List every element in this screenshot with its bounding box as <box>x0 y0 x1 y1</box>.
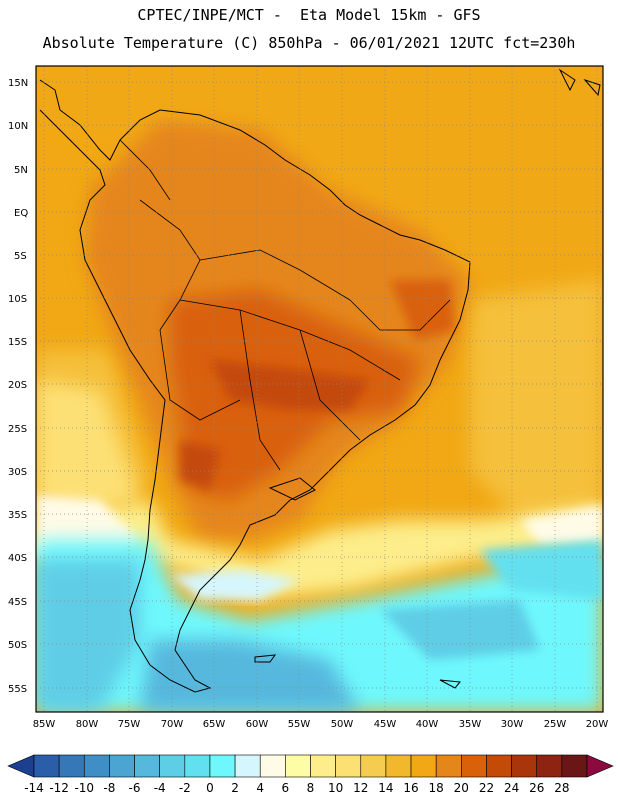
coastline <box>39 68 601 693</box>
legend-label: -10 <box>74 781 94 795</box>
lat-label: 40S <box>8 553 27 564</box>
legend-swatch <box>33 754 60 778</box>
legend-swatch <box>435 754 462 778</box>
legend-label: 4 <box>256 781 264 795</box>
grid <box>36 66 603 712</box>
legend-swatch <box>410 754 437 778</box>
legend-swatch <box>184 754 211 778</box>
lon-label: 70W <box>161 719 184 730</box>
legend-swatch <box>109 754 135 778</box>
legend-label: 14 <box>378 781 393 795</box>
legend-swatch <box>536 754 563 778</box>
lon-label: 85W <box>33 719 56 730</box>
legend-label: -8 <box>103 781 115 795</box>
legend-swatch <box>58 754 85 778</box>
lat-label: 20S <box>8 380 27 391</box>
lon-label: 45W <box>374 719 397 730</box>
lat-label: 15N <box>8 78 28 89</box>
legend-label: 10 <box>328 781 343 795</box>
lon-label: 50W <box>331 719 354 730</box>
longitude-labels: 85W 80W 75W 70W 65W 60W 55W 50W 45W 40W … <box>33 719 609 730</box>
legend-label: -4 <box>154 781 166 795</box>
legend-swatch <box>259 754 286 778</box>
legend-label: 20 <box>454 781 469 795</box>
legend-label: 12 <box>353 781 368 795</box>
lat-label: 5N <box>14 165 28 176</box>
legend-label: 6 <box>282 781 290 795</box>
legend-swatch <box>360 754 387 778</box>
legend-arrow-high <box>586 754 614 778</box>
lat-label: 25S <box>8 424 27 435</box>
latitude-labels: 15N 10N 5N EQ 5S 10S 15S 20S 25S 30S 35S… <box>8 78 28 695</box>
legend-swatch <box>486 754 512 778</box>
legend-swatch <box>310 754 336 778</box>
lon-label: 35W <box>459 719 482 730</box>
lon-label: 65W <box>203 719 226 730</box>
temperature-field <box>36 66 603 712</box>
lon-label: 20W <box>586 719 609 730</box>
lon-label: 75W <box>118 719 141 730</box>
legend-swatch <box>335 754 362 778</box>
lon-label: 40W <box>416 719 439 730</box>
legend-swatch <box>561 754 588 778</box>
lat-label: 45S <box>8 597 27 608</box>
lon-label: 25W <box>544 719 567 730</box>
lat-label: 10N <box>8 121 28 132</box>
lat-label: 30S <box>8 467 27 478</box>
legend-label: 26 <box>529 781 544 795</box>
title-line-2: Absolute Temperature (C) 850hPa - 06/01/… <box>42 34 576 52</box>
lat-label: EQ <box>14 208 28 219</box>
legend-label: -6 <box>129 781 141 795</box>
legend-swatch <box>461 754 487 778</box>
legend-label: -12 <box>49 781 69 795</box>
lon-label: 30W <box>501 719 524 730</box>
lon-label: 80W <box>76 719 99 730</box>
legend-label: 8 <box>307 781 315 795</box>
legend-label: 0 <box>206 781 214 795</box>
legend-swatch <box>134 754 160 778</box>
lon-label: 55W <box>288 719 311 730</box>
legend-label: 16 <box>403 781 418 795</box>
lat-label: 50S <box>8 640 27 651</box>
legend-label: 22 <box>479 781 494 795</box>
legend-swatch <box>234 754 261 778</box>
legend-arrow-low <box>7 754 35 778</box>
legend-label: 2 <box>231 781 239 795</box>
color-legend: -14 -12 -10 -8 -6 -4 -2 0 2 4 6 8 10 12 14 16 18 20 22 24 26… <box>7 754 614 795</box>
legend-label: -2 <box>179 781 191 795</box>
lat-label: 10S <box>8 294 27 305</box>
country-borders <box>119 139 451 471</box>
lat-label: 15S <box>8 337 27 348</box>
plot-frame <box>35 65 604 713</box>
legend-swatch <box>285 754 311 778</box>
lat-label: 55S <box>8 684 27 695</box>
legend-label: 24 <box>504 781 519 795</box>
title-line-1: CPTEC/INPE/MCT - Eta Model 15km - GFS <box>137 6 481 24</box>
legend-label: 18 <box>429 781 444 795</box>
legend-label: -14 <box>24 781 44 795</box>
legend-label: 28 <box>554 781 569 795</box>
legend-swatch <box>83 754 110 778</box>
lat-label: 5S <box>14 251 27 262</box>
legend-swatch <box>159 754 186 778</box>
lon-label: 60W <box>246 719 269 730</box>
legend-swatch <box>385 754 412 778</box>
lat-label: 35S <box>8 510 27 521</box>
legend-swatch <box>511 754 538 778</box>
legend-swatch <box>209 754 236 778</box>
